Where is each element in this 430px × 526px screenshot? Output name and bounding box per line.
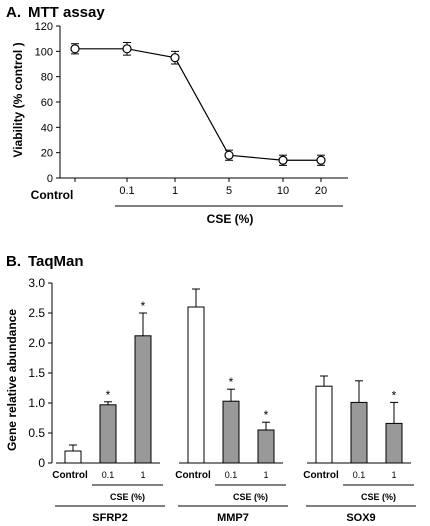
panel-b-significance-marker: * [141, 299, 146, 313]
panel-a-y-tick-label: 80 [41, 72, 53, 84]
panel-b-bar-sfrp2 [134, 335, 152, 464]
panel-a-data-point [316, 155, 326, 165]
panel-a-x-tick-label: Control [31, 188, 74, 202]
panel-b: B. TaqMan Gene relative abundance 0 0.5 1.… [5, 253, 416, 524]
panel-b-bar-sfrp2 [64, 450, 82, 464]
panel-b-bar-sox9 [315, 385, 333, 464]
panel-b-category-label: 0.1 [102, 470, 115, 480]
panel-a-y-tick-label: 120 [35, 21, 53, 33]
panel-b-bar-mmp7 [257, 429, 275, 464]
panel-b-significance-marker: * [106, 388, 111, 402]
panel-b-significance-marker: * [229, 375, 234, 389]
panel-b-bar-mmp7 [222, 400, 240, 464]
panel-b-y-tick-label: 0 [38, 456, 45, 470]
panel-b-category-label: Control [175, 470, 211, 481]
panel-a-y-tick-label: 40 [41, 122, 53, 134]
panel-a-data-point [170, 53, 180, 63]
panel-a-x-tick-label: 20 [315, 185, 327, 197]
panel-b-category-label: Control [303, 470, 339, 481]
panel-b-category-label: Control [52, 470, 88, 481]
panel-a-data-point [224, 150, 234, 160]
panel-a-xlabel: CSE (%) [207, 212, 254, 226]
panel-b-label: B. [6, 253, 21, 270]
panel-b-cse-label: CSE (%) [361, 492, 396, 502]
panel-b-cse-label: CSE (%) [233, 492, 268, 502]
panel-a-title: MTT assay [28, 4, 105, 21]
panel-a-x-tick-label: 0.1 [119, 185, 134, 197]
panel-b-title: TaqMan [28, 253, 84, 270]
panel-b-category-label: 1 [263, 470, 268, 480]
panel-b-bar-sox9 [385, 422, 403, 464]
panel-a-y-tick-label: 60 [41, 97, 53, 109]
panel-b-y-tick-label: 2.5 [28, 306, 45, 320]
panel-b-group-name: SOX9 [346, 512, 375, 524]
panel-b-group-name: SFRP2 [92, 512, 127, 524]
panel-a-label: A. [6, 4, 21, 21]
panel-a-ylabel: Viability (% control ) [11, 42, 25, 157]
panel-b-y-tick-label: 0.5 [28, 426, 45, 440]
panel-b-category-label: 0.1 [225, 470, 238, 480]
panel-a-plot [70, 41, 326, 166]
panel-b-y-tick-label: 2.0 [28, 336, 45, 350]
panel-a-x-tick-label: 5 [226, 185, 232, 197]
panel-b-group-name: MMP7 [217, 512, 249, 524]
panel-a: A. MTT assay Viability (% control ) 0 20 4… [6, 4, 348, 226]
panel-b-cse-label: CSE (%) [110, 492, 145, 502]
panel-b-category-label: 0.1 [353, 470, 366, 480]
panel-a-x-tick-label: 10 [277, 185, 289, 197]
panel-a-data-point [278, 155, 288, 165]
panel-b-ylabel: Gene relative abundance [5, 309, 19, 451]
panel-a-series-line [75, 48, 321, 161]
panel-a-y-tick-label: 0 [47, 173, 53, 185]
panel-b-y-tick-label: 3.0 [28, 276, 45, 290]
panel-a-y-tick-label: 100 [35, 46, 53, 58]
panel-a-data-point [70, 44, 80, 54]
panel-b-bar-mmp7 [187, 306, 205, 464]
panel-a-x-tick-label: 1 [172, 185, 178, 197]
panel-b-y-tick-label: 1.0 [28, 396, 45, 410]
panel-b-category-label: 1 [391, 470, 396, 480]
panel-a-x-tick-labels: Control 0.1 1 5 10 20 [31, 185, 327, 202]
panel-a-data-point [122, 44, 132, 54]
panel-a-y-tick-label: 20 [41, 148, 53, 160]
panel-b-bar-sfrp2 [99, 404, 117, 464]
panel-b-category-labels: Control 0.1 1 CSE (%) SFRP2 Control 0.1 1 CSE (%… [52, 470, 416, 524]
panel-b-category-label: 1 [140, 470, 145, 480]
panel-b-significance-marker: * [392, 388, 397, 402]
panel-b-bar-sox9 [350, 401, 368, 464]
panel-a-y-axis: 0 20 40 60 80 100 120 [35, 21, 348, 185]
panel-b-significance-marker: * [264, 408, 269, 422]
panel-b-plot: * * * * * [64, 288, 403, 464]
panel-b-y-tick-label: 1.5 [28, 366, 45, 380]
